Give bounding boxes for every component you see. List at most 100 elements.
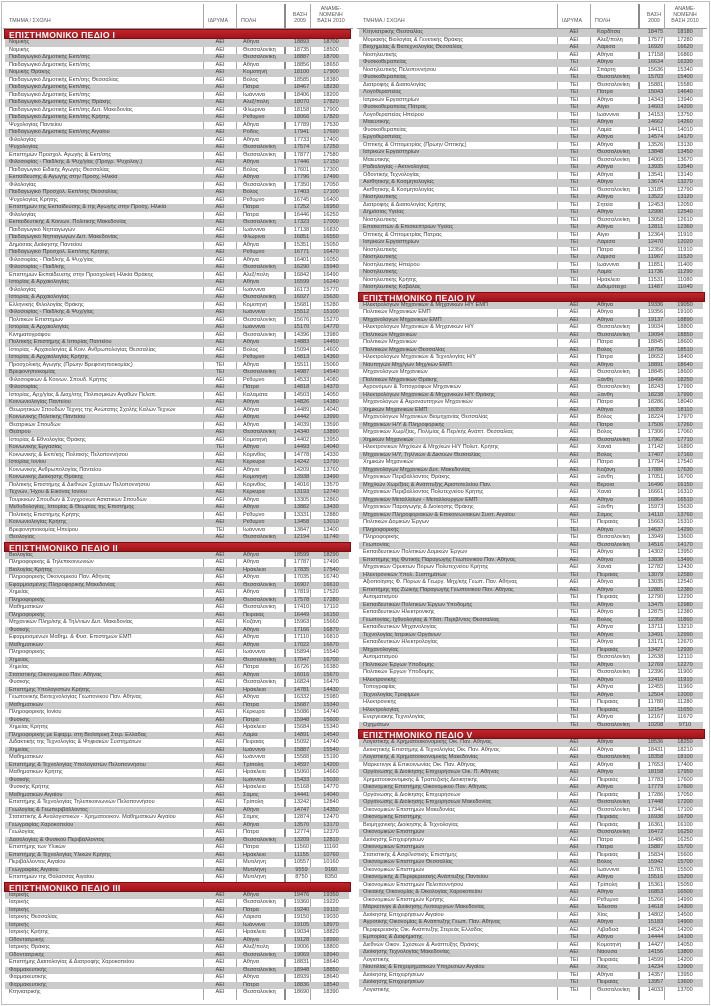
base-2009-cell: 16938 — [647, 814, 664, 820]
department-cell: Παιδαγωγικό Δημοτικής Εκπ/σης — [9, 91, 91, 98]
table-row: Ιστορίας & Αρχαιολογίας ΑΕΙ Θεσσαλονίκη 160… — [5, 294, 349, 302]
department-cell: Ηλεκτρολογίας — [363, 706, 400, 713]
institution-cell: ΤΕΙ — [569, 119, 579, 125]
base-2009-cell: 15676 — [293, 316, 310, 323]
table-row: Εργοθεραπείας ΤΕΙ Αθήνα 14574 14170 — [359, 134, 703, 142]
table-row: Διοίκησης Επιχειρήσεων ΤΕΙ Πειραιάς 13957 13… — [359, 979, 703, 987]
base-2010-cell: 12110 — [677, 654, 693, 660]
city-cell: Πειραιάς — [597, 519, 619, 525]
base-2010-cell: 13600 — [677, 979, 693, 985]
city-cell: Κόρινθος — [243, 481, 266, 488]
table-row: Επιστήμης Υπολογιστών Κρήτης ΑΕΙ Ηράκλειο 1… — [5, 686, 349, 694]
table-row: Μηχανολόγων Μηχανικών Δυτ. Μακεδονίας ΑΕΙ… — [359, 466, 703, 474]
base-2009-cell: 14065 — [647, 156, 664, 163]
department-cell: Βιολογίας Κρήτης — [9, 566, 53, 573]
city-cell: Νάουσα — [597, 949, 618, 955]
base-2009-cell: 14357 — [647, 971, 664, 978]
department-cell: Εκπαιδευτικών Μηχανολογίας — [363, 624, 437, 630]
column-divider — [310, 4, 311, 1000]
department-cell: Ιατρικών Εργαστηρίων — [363, 149, 420, 155]
institution-cell: ΑΕΙ — [215, 346, 225, 353]
table-row: Στατιστικής Οικονομικού Παν. Αθήνας ΑΕΙ Αθ… — [5, 671, 349, 679]
table-row: Παιδαγωγικό Προσχολ. Εκπ/σης Κρήτης ΑΕΙ Ρέ… — [5, 249, 349, 257]
institution-cell: ΑΕΙ — [569, 481, 579, 488]
base-2010-cell: 11290 — [677, 269, 693, 275]
base-2010-cell: 17150 — [323, 159, 339, 165]
institution-cell: ΑΕΙ — [215, 581, 225, 588]
institution-cell: ΑΕΙ — [215, 279, 225, 285]
city-cell: Αθήνα — [597, 309, 613, 315]
department-cell: Οικονομικών Επιστημών Μακεδονίας — [363, 806, 456, 813]
city-cell: Αθήνα — [597, 141, 613, 148]
table-row: Βιολογίας ΑΕΙ Αθήνα 18599 18290 — [5, 551, 349, 559]
department-cell: Τεχνολογίας Ιατρικών Οργάνων — [363, 631, 441, 638]
base-2010-cell: 16700 — [677, 474, 693, 480]
base-2010-cell: 11650 — [677, 706, 693, 713]
base-2010-cell: 13140 — [677, 171, 693, 178]
institution-cell: ΤΕΙ — [569, 164, 579, 170]
base-2009-cell: 13079 — [647, 571, 664, 578]
city-cell: Αθήνα — [597, 609, 613, 615]
city-cell: Αθήνα — [243, 361, 259, 368]
city-cell: Ηράκλειο — [243, 686, 266, 693]
institution-cell: ΑΕΙ — [215, 959, 225, 965]
city-cell: Θεσσαλονίκη — [243, 294, 276, 300]
table-row: Νοσηλευτικής Ηπείρου ΤΕΙ Ιωάννινα 11851 1140… — [359, 262, 703, 270]
institution-cell: ΑΕΙ — [215, 504, 225, 510]
department-cell: Πληροφορικής — [9, 611, 46, 618]
city-cell: Πάτρα — [243, 906, 259, 913]
table-row: Παιδαγωγικό Δημοτικής Εκπ/σης Δυτ. Μακεδ… — [5, 107, 349, 115]
department-cell: Πολιτικών Μηχανικών — [363, 331, 417, 338]
base-2010-cell: 17990 — [677, 384, 693, 390]
department-cell: Ψυχολογίας Παντείου — [9, 121, 63, 128]
institution-cell: ΑΕΙ — [215, 204, 225, 210]
institution-cell: ΑΕΙ — [569, 44, 579, 50]
base-2009-cell: 14396 — [293, 331, 310, 338]
city-cell: Αθήνα — [243, 414, 259, 420]
institution-cell: ΤΕΙ — [569, 246, 579, 253]
base-2009-cell: 17794 — [647, 459, 664, 465]
department-cell: Οικονομικών Επιστημών — [363, 866, 425, 873]
base-2010-cell: 13950 — [323, 436, 339, 443]
department-cell: Γεωπονίας, Ιχθυολογίας & Υδάτ. Περιβ/ντο… — [363, 616, 500, 623]
department-cell: Λογιστικής — [363, 956, 390, 963]
base-2010-cell: 15700 — [677, 844, 693, 850]
table-row: Τουρκικών Σπουδών & Σύγχρονων Ασιατικών … — [5, 497, 349, 505]
table-row: Ηλεκτρολογίας ΤΕΙ Πειραιάς 12154 11650 — [359, 706, 703, 714]
department-cell: Τουρκικών Σπουδών & Σύγχρονων Ασιατικών … — [9, 496, 147, 503]
base-2010-cell: 12540 — [677, 579, 693, 585]
base-2010-cell: 18040 — [677, 399, 693, 405]
city-cell: Αθήνα — [597, 526, 613, 533]
department-cell: Πολιτικής Επιστήμης & Διεθνών Σχέσεων Πε… — [9, 481, 151, 488]
department-cell: Χημείας Κρήτης — [9, 724, 49, 730]
table-row: Βρεφονηπιοκομίας Ηπείρου ΤΕΙ Ιωάννινα 13847… — [5, 527, 349, 535]
base-2009-cell: 11155 — [294, 851, 309, 858]
city-cell: Πάτρα — [243, 384, 259, 390]
city-cell: Αθήνα — [243, 589, 259, 595]
institution-cell: ΑΕΙ — [215, 301, 225, 308]
base-2009-cell: 15266 — [647, 896, 664, 903]
base-2009-cell: 17601 — [293, 166, 310, 173]
institution-cell: ΤΕΙ — [569, 986, 579, 993]
base-2010-cell: 14080 — [323, 376, 339, 383]
department-cell: Μαιευτικής — [363, 119, 390, 125]
institution-cell: ΤΕΙ — [569, 194, 579, 200]
department-cell: Νομικής — [9, 46, 30, 53]
base-2009-cell: 17941 — [293, 129, 310, 135]
institution-cell: ΑΕΙ — [569, 361, 579, 368]
department-cell: Ηλεκτρονικών Υπολ. Συστημάτων — [363, 571, 447, 578]
base-2009-cell: 13058 — [647, 216, 664, 223]
base-2010-cell: 16860 — [677, 51, 693, 58]
city-cell: Ηράκλειο — [243, 724, 266, 730]
base-2010-cell: 18850 — [677, 331, 693, 338]
base-2009-cell: 17789 — [293, 121, 310, 128]
table-row: Νοσηλευτικής ΤΕΙ Αθήνα 13522 13120 — [359, 194, 703, 202]
base-2010-cell: 11080 — [677, 276, 693, 283]
table-row: Οδοντικής Τεχνολογίας ΤΕΙ Αθήνα 13541 13140 — [359, 172, 703, 180]
base-2010-cell: 16670 — [323, 641, 339, 648]
table-row: Επιστήμης & Τεχνολογίας Υλικών Κρήτης ΑΕΙ… — [5, 851, 349, 859]
table-row: Στατιστικής & Ασφ/λιστικής Επιστήμης ΑΕΙ Π… — [359, 852, 703, 860]
base-2009-cell: 15094 — [293, 346, 310, 353]
institution-cell: ΑΕΙ — [569, 776, 579, 783]
city-cell: Λαμία — [597, 126, 612, 133]
